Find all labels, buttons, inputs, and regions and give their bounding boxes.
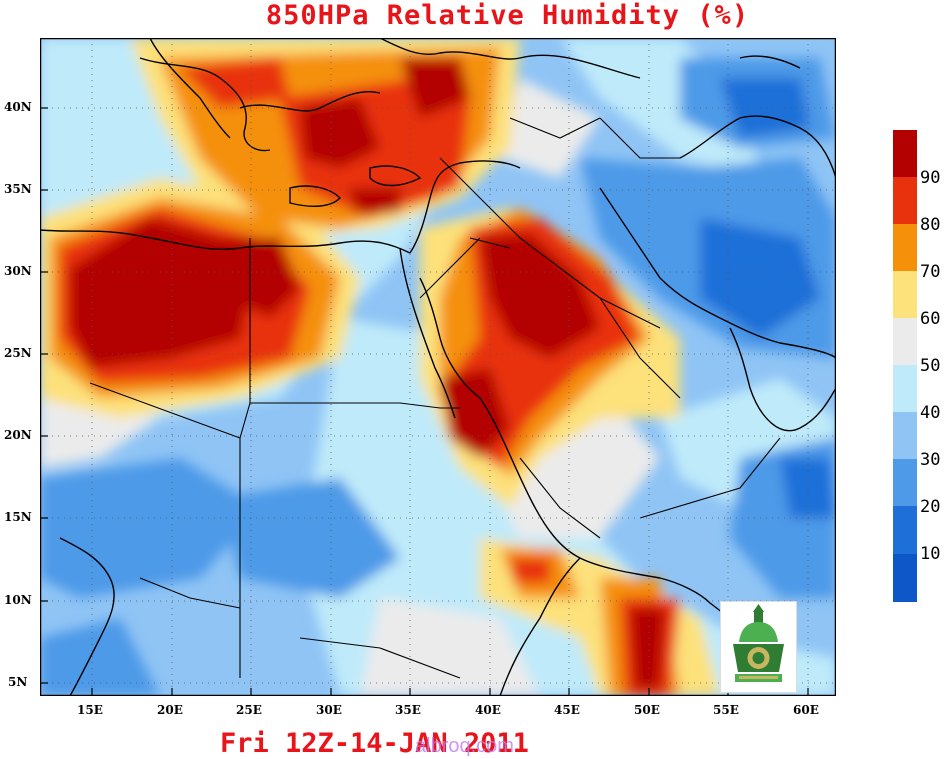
x-tick-label: 30E: [316, 703, 342, 717]
y-tick-label: 5N: [8, 675, 28, 689]
x-tick-label: 15E: [77, 703, 103, 717]
chart-title: 850HPa Relative Humidity (%): [265, 0, 750, 31]
legend-swatch: [893, 271, 917, 318]
x-tick-label: 60E: [793, 703, 819, 717]
color-legend: [893, 130, 917, 602]
legend-swatch: [893, 177, 917, 224]
legend-label: 80: [920, 215, 941, 235]
legend-swatch: [893, 554, 917, 602]
legend-label: 30: [920, 450, 941, 470]
y-tick-label: 10N: [4, 593, 32, 607]
legend-swatch: [893, 130, 917, 177]
legend-swatch: [893, 412, 917, 459]
x-tick-label: 50E: [634, 703, 660, 717]
x-tick-label: 25E: [236, 703, 262, 717]
y-tick-label: 30N: [4, 264, 32, 278]
x-tick-label: 35E: [395, 703, 421, 717]
y-tick-label: 40N: [4, 100, 32, 114]
legend-label: 90: [920, 168, 941, 188]
legend-label: 10: [920, 544, 941, 564]
x-tick-label: 55E: [713, 703, 739, 717]
legend-swatch: [893, 318, 917, 365]
graticule: [40, 38, 836, 696]
map-frame: [40, 38, 836, 696]
y-tick-label: 20N: [4, 428, 32, 442]
x-tick-label: 45E: [554, 703, 580, 717]
legend-label: 20: [920, 497, 941, 517]
legend-label: 70: [920, 262, 941, 282]
legend-swatch: [893, 506, 917, 554]
watermark: albroq.com: [415, 735, 514, 757]
x-tick-label: 40E: [475, 703, 501, 717]
legend-label: 60: [920, 309, 941, 329]
legend-swatch: [893, 365, 917, 412]
university-emblem-icon: [733, 604, 784, 682]
university-logo: [720, 601, 797, 693]
y-tick-label: 35N: [4, 182, 32, 196]
humidity-map: [40, 38, 836, 696]
humidity-field: [40, 38, 836, 696]
coastlines: [40, 38, 836, 696]
legend-swatch: [893, 459, 917, 506]
legend-label: 50: [920, 356, 941, 376]
legend-swatch: [893, 224, 917, 271]
x-tick-label: 20E: [157, 703, 183, 717]
valid-time: Fri 12Z-14-JAN 2011: [220, 728, 529, 759]
legend-label: 40: [920, 403, 941, 423]
y-tick-label: 15N: [4, 510, 32, 524]
y-tick-label: 25N: [4, 346, 32, 360]
